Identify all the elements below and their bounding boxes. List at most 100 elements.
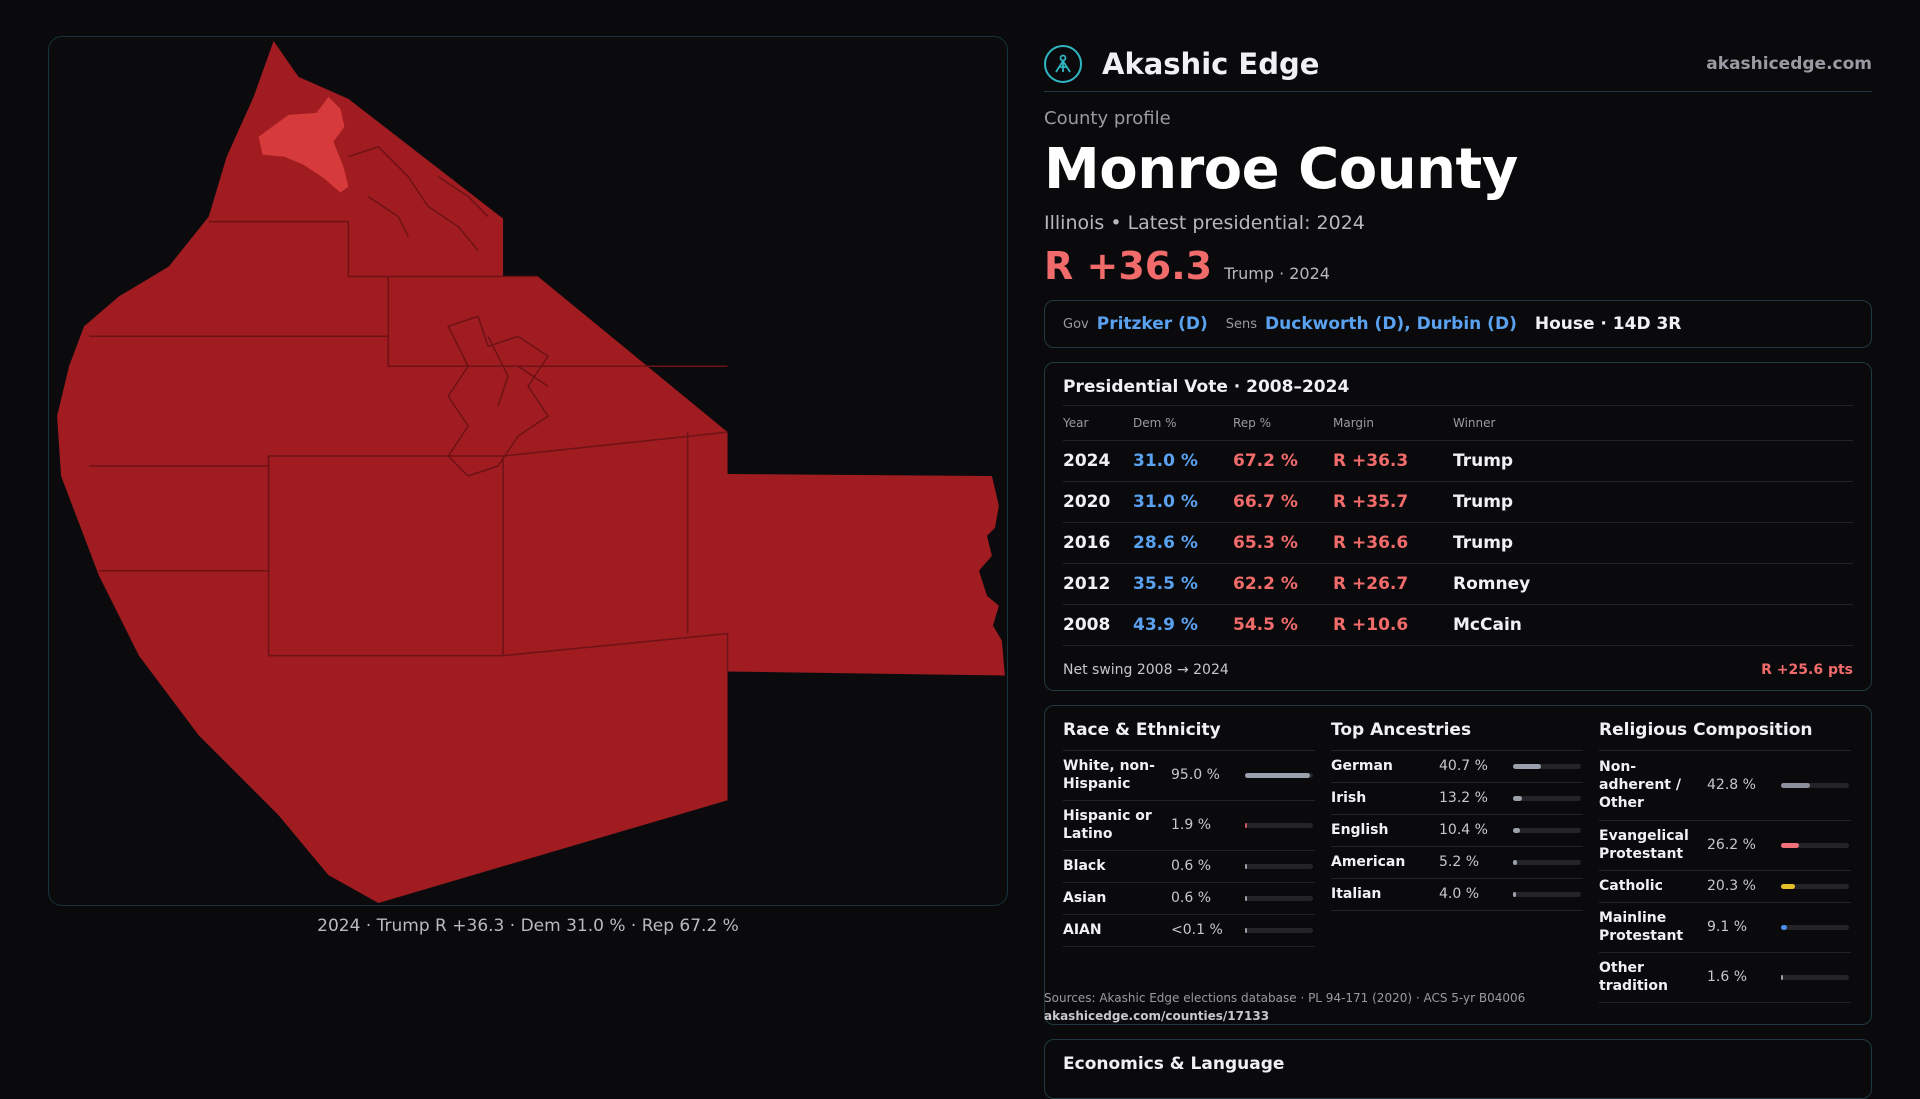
- percent-bar-fill: [1245, 863, 1247, 869]
- percent-bar: [1245, 927, 1313, 933]
- ancestry-title: Top Ancestries: [1331, 720, 1583, 751]
- percent-bar: [1513, 763, 1581, 769]
- percent-bar-fill: [1245, 822, 1247, 828]
- governor-link[interactable]: Pritzker (D): [1096, 314, 1208, 334]
- cell-dem: 31.0 %: [1133, 440, 1233, 482]
- cell-year: 2020: [1063, 481, 1133, 523]
- cell-winner: Romney: [1453, 563, 1853, 605]
- item-percent: 1.9 %: [1171, 817, 1212, 833]
- page-title: Monroe County: [1044, 137, 1518, 202]
- percent-bar: [1781, 924, 1849, 930]
- table-row[interactable]: 2008 43.9 % 54.5 % R +10.6 McCain: [1063, 604, 1853, 646]
- percent-bar: [1245, 863, 1313, 869]
- race-title: Race & Ethnicity: [1063, 720, 1315, 751]
- percent-bar-fill: [1245, 895, 1247, 901]
- demographics-card: Race & Ethnicity White, non-Hispanic 95.0…: [1044, 704, 1872, 1025]
- precinct-lines: [89, 145, 729, 672]
- percent-bar: [1781, 782, 1849, 788]
- map-caption: 2024 · Trump R +36.3 · Dem 31.0 % · Rep …: [317, 916, 739, 936]
- col-margin: Margin: [1333, 406, 1453, 441]
- cell-rep: 67.2 %: [1233, 440, 1333, 482]
- list-item: Evangelical Protestant 26.2 %: [1599, 821, 1851, 871]
- swing-label: Net swing 2008 → 2024: [1063, 661, 1229, 678]
- percent-bar: [1245, 895, 1313, 901]
- cell-margin: R +26.7: [1333, 563, 1453, 605]
- race-ethnicity-section: Race & Ethnicity White, non-Hispanic 95.0…: [1063, 720, 1315, 947]
- item-percent: 0.6 %: [1171, 890, 1212, 906]
- county-url-link[interactable]: akashicedge.com/counties/17133: [1044, 1008, 1270, 1023]
- site-domain[interactable]: akashicedge.com: [1706, 53, 1872, 74]
- county-map-svg: [57, 40, 1005, 904]
- ancestry-list: German 40.7 % Irish 13.2 % English 10.4 % Amer…: [1331, 751, 1583, 911]
- list-item: Catholic 20.3 %: [1599, 871, 1851, 903]
- percent-bar-fill: [1245, 772, 1310, 778]
- table-row[interactable]: 2016 28.6 % 65.3 % R +36.6 Trump: [1063, 522, 1853, 564]
- presidential-title: Presidential Vote · 2008–2024: [1063, 377, 1853, 406]
- item-percent: 5.2 %: [1439, 854, 1480, 870]
- item-percent: 42.8 %: [1707, 777, 1756, 793]
- cell-winner: McCain: [1453, 604, 1853, 646]
- list-item: German 40.7 %: [1331, 751, 1583, 783]
- col-winner: Winner: [1453, 406, 1853, 441]
- item-label: Black: [1063, 858, 1106, 874]
- item-percent: 95.0 %: [1171, 767, 1220, 783]
- cell-year: 2024: [1063, 440, 1133, 482]
- percent-bar: [1513, 827, 1581, 833]
- item-label: Hispanic or Latino: [1063, 808, 1152, 842]
- cell-margin: R +36.6: [1333, 522, 1453, 564]
- item-percent: <0.1 %: [1171, 922, 1223, 938]
- item-label: Asian: [1063, 890, 1107, 906]
- city-highlight[interactable]: [258, 96, 349, 193]
- cell-dem: 35.5 %: [1133, 563, 1233, 605]
- county-shape[interactable]: [57, 40, 1005, 904]
- item-label: English: [1331, 822, 1389, 838]
- cell-margin: R +35.7: [1333, 481, 1453, 523]
- percent-bar-fill: [1513, 763, 1541, 769]
- brand-name[interactable]: Akashic Edge: [1102, 46, 1320, 81]
- col-dem: Dem %: [1133, 406, 1233, 441]
- list-item: English 10.4 %: [1331, 815, 1583, 847]
- margin-value: R +36.3: [1044, 244, 1213, 288]
- compass-people-icon[interactable]: [1044, 44, 1082, 83]
- table-row[interactable]: 2024 31.0 % 67.2 % R +36.3 Trump: [1063, 440, 1853, 482]
- item-label: AIAN: [1063, 922, 1102, 938]
- percent-bar-fill: [1781, 974, 1783, 980]
- percent-bar-fill: [1513, 891, 1516, 897]
- race-list: White, non-Hispanic 95.0 % Hispanic or Lat…: [1063, 751, 1315, 947]
- item-label: White, non-Hispanic: [1063, 758, 1155, 792]
- cell-rep: 65.3 %: [1233, 522, 1333, 564]
- item-percent: 1.6 %: [1707, 969, 1748, 985]
- list-item: Asian 0.6 %: [1063, 883, 1315, 915]
- religion-title: Religious Composition: [1599, 720, 1851, 751]
- county-map[interactable]: [48, 36, 1008, 906]
- table-row[interactable]: 2020 31.0 % 66.7 % R +35.7 Trump: [1063, 481, 1853, 523]
- margin-note: Trump · 2024: [1224, 264, 1330, 283]
- religion-list: Non-adherent / Other 42.8 % Evangelical Pr…: [1599, 751, 1851, 1003]
- item-percent: 40.7 %: [1439, 758, 1488, 774]
- list-item: AIAN <0.1 %: [1063, 915, 1315, 947]
- cell-rep: 62.2 %: [1233, 563, 1333, 605]
- cell-dem: 31.0 %: [1133, 481, 1233, 523]
- brand-header: Akashic Edge akashicedge.com: [1044, 36, 1872, 92]
- list-item: Italian 4.0 %: [1331, 879, 1583, 911]
- col-rep: Rep %: [1233, 406, 1333, 441]
- col-year: Year: [1063, 406, 1133, 441]
- cell-year: 2012: [1063, 563, 1133, 605]
- item-label: American: [1331, 854, 1406, 870]
- item-percent: 4.0 %: [1439, 886, 1480, 902]
- item-label: Irish: [1331, 790, 1367, 806]
- senators-link[interactable]: Duckworth (D), Durbin (D): [1265, 314, 1517, 334]
- table-row[interactable]: 2012 35.5 % 62.2 % R +26.7 Romney: [1063, 563, 1853, 605]
- list-item: Non-adherent / Other 42.8 %: [1599, 751, 1851, 821]
- cell-winner: Trump: [1453, 481, 1853, 523]
- item-label: Catholic: [1599, 878, 1663, 894]
- percent-bar: [1245, 822, 1313, 828]
- headline-margin: R +36.3 Trump · 2024: [1044, 244, 1872, 288]
- item-label: Other tradition: [1599, 960, 1668, 994]
- sources-text: Sources: Akashic Edge elections database…: [1044, 990, 1526, 1005]
- swing-value: R +25.6 pts: [1761, 661, 1853, 678]
- economics-card[interactable]: Economics & Language: [1044, 1038, 1872, 1099]
- sens-label: Sens: [1225, 316, 1258, 332]
- percent-bar: [1781, 974, 1849, 980]
- religion-section: Religious Composition Non-adherent / Oth…: [1599, 720, 1851, 1003]
